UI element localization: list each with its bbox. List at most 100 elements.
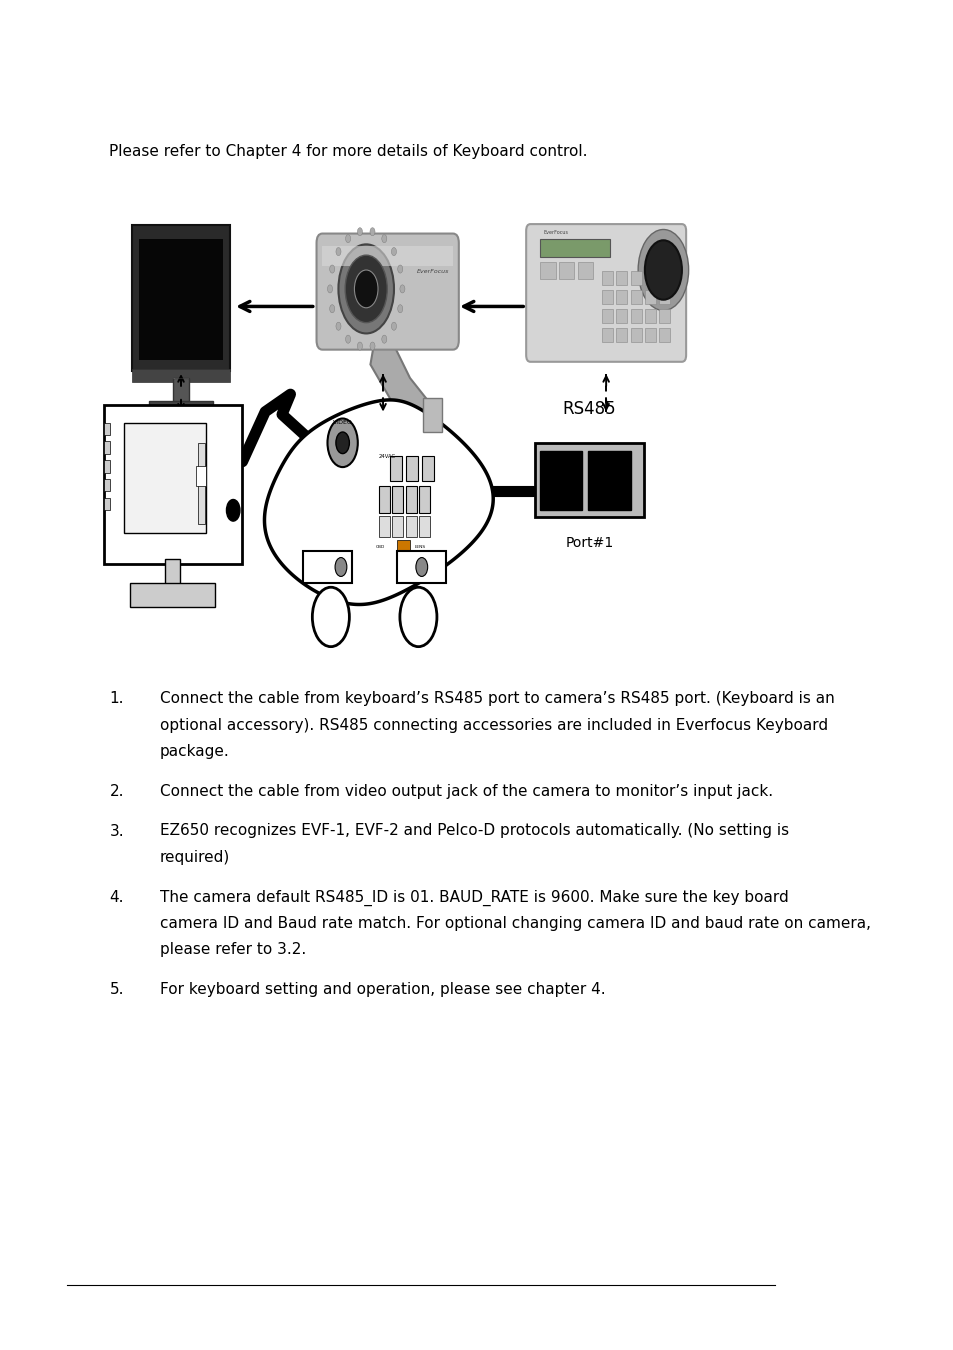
Bar <box>577 262 592 279</box>
Bar <box>104 498 111 510</box>
Circle shape <box>345 255 387 323</box>
Circle shape <box>370 228 375 236</box>
Circle shape <box>397 265 402 273</box>
Circle shape <box>357 228 362 236</box>
Polygon shape <box>370 340 433 428</box>
Text: package.: package. <box>160 744 230 759</box>
Bar <box>601 271 612 285</box>
Circle shape <box>335 323 340 331</box>
Bar <box>104 479 111 491</box>
Circle shape <box>381 335 386 343</box>
Text: Please refer to Chapter 4 for more details of Keyboard control.: Please refer to Chapter 4 for more detai… <box>110 144 587 159</box>
Bar <box>132 369 230 382</box>
Text: Connect the cable from keyboard’s RS485 port to camera’s RS485 port. (Keyboard i: Connect the cable from keyboard’s RS485 … <box>160 691 834 706</box>
Bar <box>659 290 669 304</box>
Text: Connect the cable from video output jack of the camera to monitor’s input jack.: Connect the cable from video output jack… <box>160 783 772 799</box>
Text: required): required) <box>160 850 230 865</box>
Circle shape <box>391 247 396 255</box>
Bar <box>644 309 655 323</box>
Circle shape <box>644 240 681 300</box>
Circle shape <box>357 342 362 350</box>
Bar <box>644 290 655 304</box>
Polygon shape <box>264 400 493 605</box>
Bar <box>303 551 352 583</box>
Circle shape <box>399 285 404 293</box>
Circle shape <box>338 244 394 333</box>
Bar <box>196 466 206 486</box>
Circle shape <box>370 342 375 350</box>
Bar <box>390 456 402 481</box>
Text: RS485: RS485 <box>562 401 616 418</box>
Bar <box>601 328 612 342</box>
Text: EverFocus: EverFocus <box>542 230 567 235</box>
Bar <box>616 309 626 323</box>
Circle shape <box>345 335 351 343</box>
Bar <box>588 451 630 510</box>
Bar <box>659 309 669 323</box>
Text: 2.: 2. <box>110 783 124 799</box>
Bar <box>139 239 223 360</box>
Circle shape <box>226 500 240 521</box>
Text: please refer to 3.2.: please refer to 3.2. <box>160 942 306 957</box>
Text: EverFocus: EverFocus <box>416 269 449 274</box>
Bar <box>601 309 612 323</box>
Text: 4.: 4. <box>110 890 124 905</box>
Bar <box>421 456 434 481</box>
Text: The camera default RS485_ID is 01. BAUD_RATE is 9600. Make sure the key board: The camera default RS485_ID is 01. BAUD_… <box>160 890 788 906</box>
Bar <box>132 225 230 371</box>
Bar <box>405 486 416 513</box>
Bar <box>601 290 612 304</box>
Text: 3.: 3. <box>110 824 124 838</box>
Bar <box>173 378 189 405</box>
Circle shape <box>330 265 335 273</box>
Bar <box>616 290 626 304</box>
Text: ________: ________ <box>172 375 190 379</box>
Bar <box>616 328 626 342</box>
Bar <box>534 443 643 517</box>
Bar <box>104 405 241 564</box>
Circle shape <box>335 432 349 454</box>
Text: VIDEO: VIDEO <box>333 420 353 425</box>
Bar <box>378 486 390 513</box>
Bar <box>392 486 403 513</box>
Text: LENS: LENS <box>415 545 426 549</box>
Bar <box>397 551 446 583</box>
Circle shape <box>312 587 349 647</box>
Text: 1.: 1. <box>110 691 124 706</box>
Circle shape <box>335 558 347 576</box>
Circle shape <box>391 323 396 331</box>
Circle shape <box>355 270 377 308</box>
FancyBboxPatch shape <box>316 234 458 350</box>
Bar <box>630 309 640 323</box>
Circle shape <box>397 305 402 313</box>
Bar <box>659 271 669 285</box>
Bar <box>405 456 418 481</box>
Bar <box>104 423 111 435</box>
Bar <box>539 451 581 510</box>
Circle shape <box>416 558 427 576</box>
Bar <box>392 516 403 537</box>
Circle shape <box>638 230 688 310</box>
Circle shape <box>345 235 351 243</box>
Text: CBD: CBD <box>375 545 384 549</box>
Bar <box>644 328 655 342</box>
Bar <box>378 516 390 537</box>
Bar <box>616 271 626 285</box>
Circle shape <box>399 587 436 647</box>
Bar <box>104 460 111 472</box>
Bar <box>131 583 214 608</box>
Text: 5.: 5. <box>110 983 124 998</box>
Bar <box>418 516 430 537</box>
Bar <box>418 486 430 513</box>
Bar <box>540 239 609 256</box>
Bar <box>197 443 204 524</box>
Bar <box>630 290 640 304</box>
Bar <box>540 262 555 279</box>
Text: EZ650 recognizes EVF-1, EVF-2 and Pelco-D protocols automatically. (No setting i: EZ650 recognizes EVF-1, EVF-2 and Pelco-… <box>160 824 788 838</box>
Circle shape <box>381 235 386 243</box>
Bar <box>630 328 640 342</box>
FancyBboxPatch shape <box>526 224 685 362</box>
Bar <box>630 271 640 285</box>
Bar <box>644 271 655 285</box>
Bar <box>104 441 111 454</box>
